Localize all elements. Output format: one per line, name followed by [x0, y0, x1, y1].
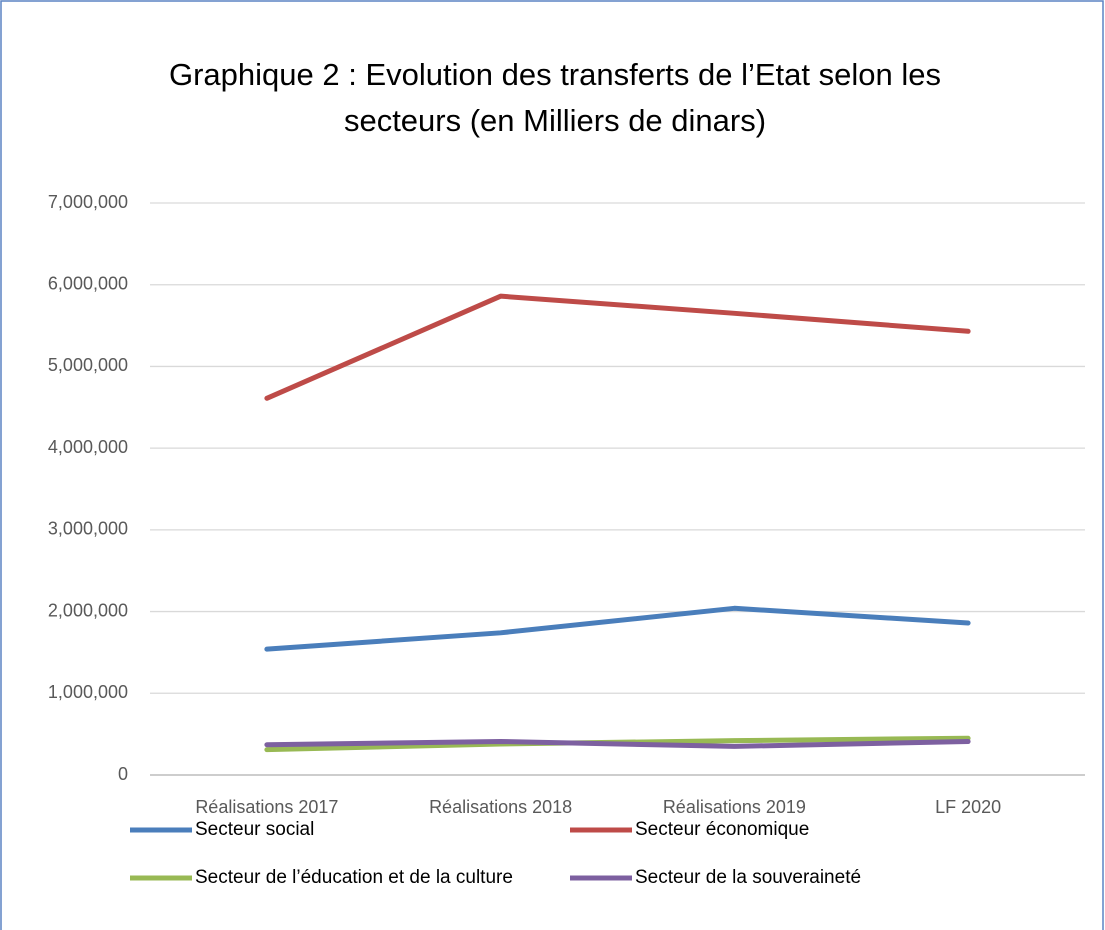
series-line — [264, 738, 971, 749]
y-tick-label: 7,000,000 — [48, 192, 128, 212]
x-tick-label: Réalisations 2019 — [663, 797, 806, 817]
x-tick-label: Réalisations 2017 — [195, 797, 338, 817]
series-line — [264, 293, 971, 401]
y-tick-label: 6,000,000 — [48, 273, 128, 293]
legend-label: Secteur de l’éducation et de la culture — [195, 867, 513, 888]
x-tick-label: LF 2020 — [935, 797, 1001, 817]
x-tick-label: Réalisations 2018 — [429, 797, 572, 817]
y-tick-label: 0 — [118, 764, 128, 784]
y-tick-label: 5,000,000 — [48, 355, 128, 375]
legend-label: Secteur économique — [635, 819, 809, 840]
y-tick-label: 3,000,000 — [48, 519, 128, 539]
legend-label: Secteur de la souveraineté — [635, 867, 861, 888]
y-tick-label: 4,000,000 — [48, 437, 128, 457]
y-tick-label: 2,000,000 — [48, 600, 128, 620]
chart-title: Graphique 2 : Evolution des transferts d… — [169, 57, 941, 138]
y-tick-label: 1,000,000 — [48, 682, 128, 702]
series-line — [264, 605, 971, 652]
legend-label: Secteur social — [195, 819, 314, 840]
